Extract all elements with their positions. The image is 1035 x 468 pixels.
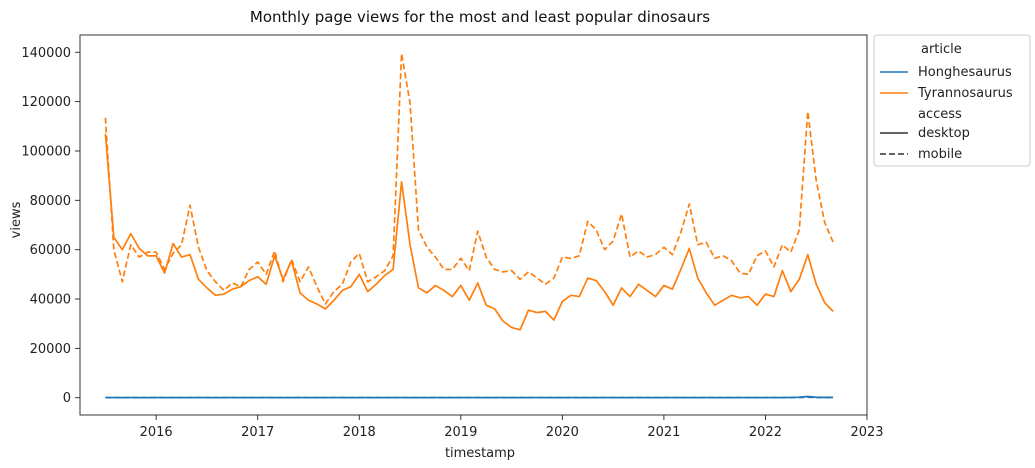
plot-area: 0 20000 40000 60000 80000 100000 120000 140000 2… [21,34,884,440]
x-tick-label: 2017 [241,425,274,440]
legend-label-desktop: desktop [918,126,970,141]
x-tick-label: 2019 [444,425,477,440]
x-tick-label: 2023 [850,425,883,440]
legend-title-access: access [918,107,962,122]
x-tick-label: 2022 [749,425,782,440]
legend-frame [873,34,1031,167]
y-tick-label: 0 [63,391,71,406]
plot-frame [79,34,868,416]
y-tick-label: 80000 [30,194,71,209]
legend-label-honghesaurus: Honghesaurus [918,65,1012,80]
series-line-tyrannosaurus-mobile [104,52,834,305]
legend-label-mobile: mobile [918,147,962,162]
legend: article Honghesaurus Tyrannosaurus acces… [873,34,1031,167]
y-tick-label: 20000 [30,342,71,357]
y-tick-label: 100000 [21,144,71,159]
legend-label-tyrannosaurus: Tyrannosaurus [917,86,1013,101]
legend-title-article: article [921,42,962,57]
chart-title: Monthly page views for the most and leas… [250,8,710,26]
x-tick-label: 2021 [647,425,680,440]
series-line-tyrannosaurus-desktop [104,133,834,331]
x-tick-label: 2016 [140,425,173,440]
x-tick-label: 2020 [546,425,579,440]
y-tick-label: 120000 [21,95,71,110]
y-tick-label: 40000 [30,293,71,308]
y-tick-label: 140000 [21,46,71,61]
y-tick-label: 60000 [30,243,71,258]
x-tick-label: 2018 [343,425,376,440]
y-axis-label: views [9,201,24,238]
x-axis-label: timestamp [445,446,515,461]
